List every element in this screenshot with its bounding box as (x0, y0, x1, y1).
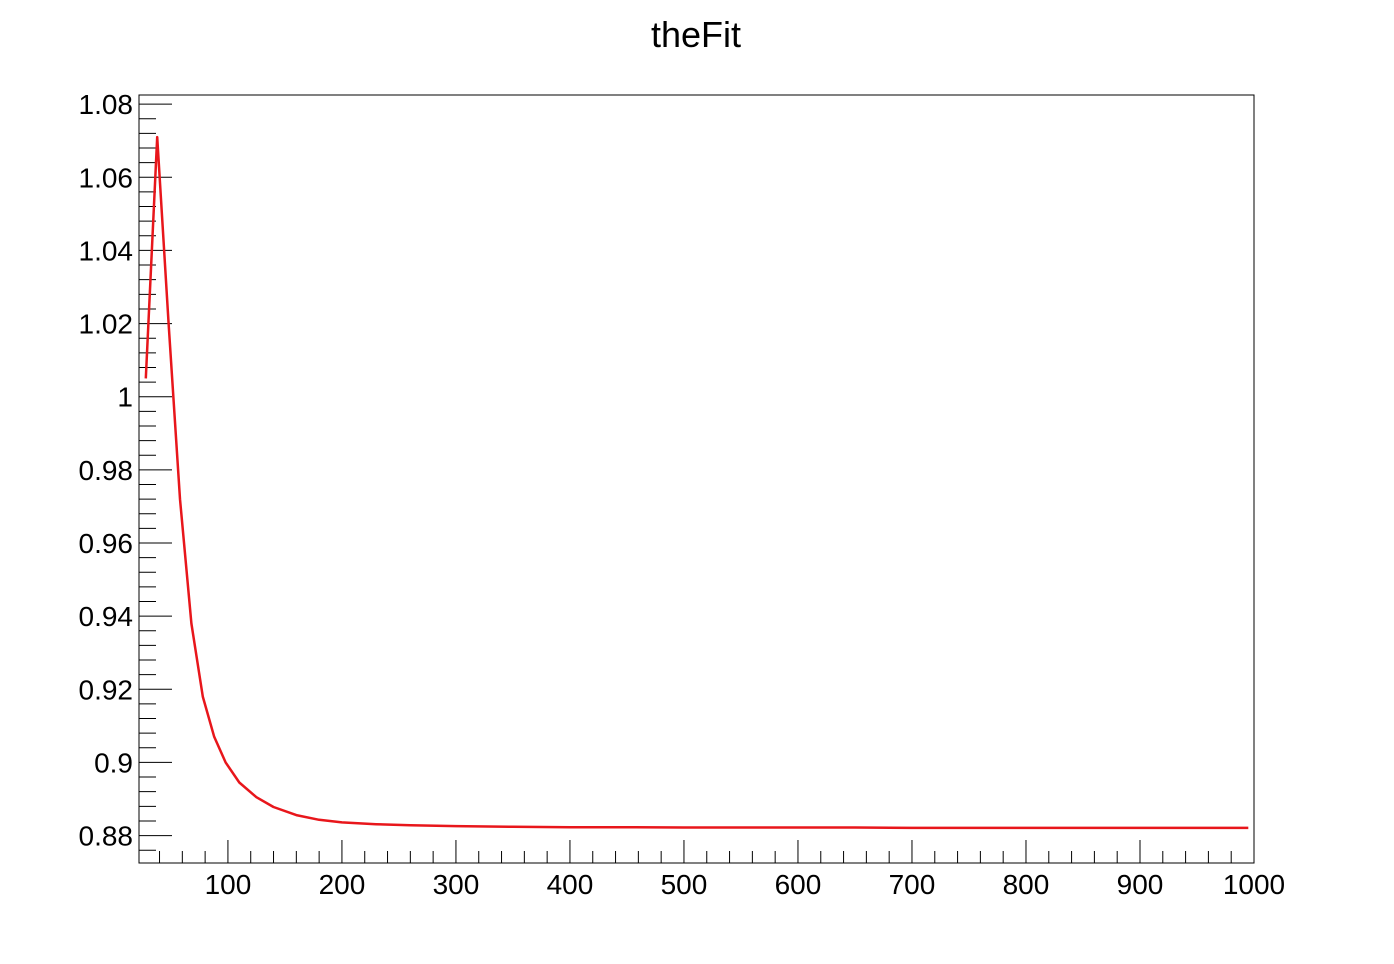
series-layer (144, 135, 1249, 830)
y-tick-label: 1.02 (79, 309, 134, 340)
x-tick-label: 300 (433, 869, 480, 900)
x-axis-ticks (159, 840, 1255, 863)
x-tick-label: 700 (889, 869, 936, 900)
x-tick-label: 200 (319, 869, 366, 900)
series-line (144, 135, 1249, 830)
x-tick-label: 100 (205, 869, 252, 900)
y-tick-label: 0.94 (79, 601, 134, 632)
x-tick-label: 900 (1117, 869, 1164, 900)
x-tick-label: 500 (661, 869, 708, 900)
chart-title: theFit (651, 14, 741, 55)
y-tick-label: 0.92 (79, 674, 134, 705)
x-tick-label: 400 (547, 869, 594, 900)
x-axis-labels: 100 200 300 400 500 600 700 800 900 1000 (205, 869, 1286, 900)
x-tick-label: 800 (1003, 869, 1050, 900)
x-tick-label: 1000 (1223, 869, 1285, 900)
y-tick-label: 1.06 (79, 162, 134, 193)
plot-frame (138, 94, 1255, 864)
y-tick-label: 0.88 (79, 821, 134, 852)
y-tick-label: 1.04 (79, 235, 134, 266)
y-tick-label: 1 (117, 382, 133, 413)
y-tick-label: 0.98 (79, 455, 134, 486)
y-axis-labels: 0.88 0.9 0.92 0.94 0.96 0.98 1 1.02 1.04 1.06 1.08 (79, 89, 134, 851)
y-tick-label: 1.08 (79, 89, 134, 120)
y-axis-ticks (139, 103, 172, 851)
y-tick-label: 0.9 (94, 747, 133, 778)
x-tick-label: 600 (775, 869, 822, 900)
y-tick-label: 0.96 (79, 528, 134, 559)
